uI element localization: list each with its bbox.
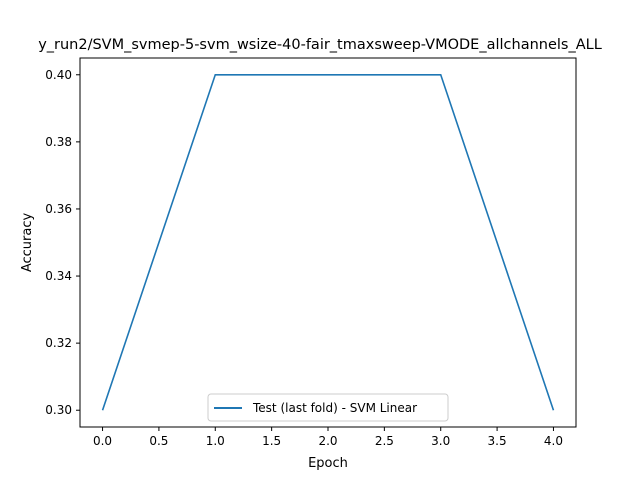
x-axis-ticks: 0.0 0.5 1.0 1.5 2.0 2.5 3.0 3.5 4.0	[93, 427, 563, 448]
plot-area	[80, 58, 576, 427]
y-tick-label-4: 0.38	[45, 135, 72, 149]
legend-entry-label: Test (last fold) - SVM Linear	[252, 401, 417, 415]
series-line-0	[101, 73, 555, 411]
x-tick-label-4: 2.0	[318, 434, 337, 448]
x-tick-label-7: 3.5	[488, 434, 507, 448]
y-tick-label-0: 0.30	[45, 403, 72, 417]
x-tick-label-0: 0.0	[93, 434, 112, 448]
x-axis-label: Epoch	[308, 456, 348, 471]
series-layer	[101, 73, 555, 411]
x-tick-label-1: 0.5	[149, 434, 168, 448]
legend: Test (last fold) - SVM Linear	[207, 393, 449, 422]
y-tick-label-2: 0.34	[45, 269, 72, 283]
x-tick-label-3: 1.5	[262, 434, 281, 448]
x-tick-label-5: 2.5	[375, 434, 394, 448]
x-tick-label-6: 3.0	[431, 434, 450, 448]
x-tick-label-2: 1.0	[206, 434, 225, 448]
y-tick-label-1: 0.32	[45, 336, 72, 350]
legend-box	[207, 393, 449, 422]
x-tick-label-8: 4.0	[544, 434, 563, 448]
y-axis-ticks: 0.30 0.32 0.34 0.36 0.38 0.40	[45, 68, 80, 417]
plot-frame	[79, 57, 577, 428]
chart-title: y_run2/SVM_svmep-5-svm_wsize-40-fair_tma…	[38, 37, 602, 53]
y-axis-label: Accuracy	[20, 213, 35, 273]
y-tick-label-5: 0.40	[45, 68, 72, 82]
y-tick-label-3: 0.36	[45, 202, 72, 216]
